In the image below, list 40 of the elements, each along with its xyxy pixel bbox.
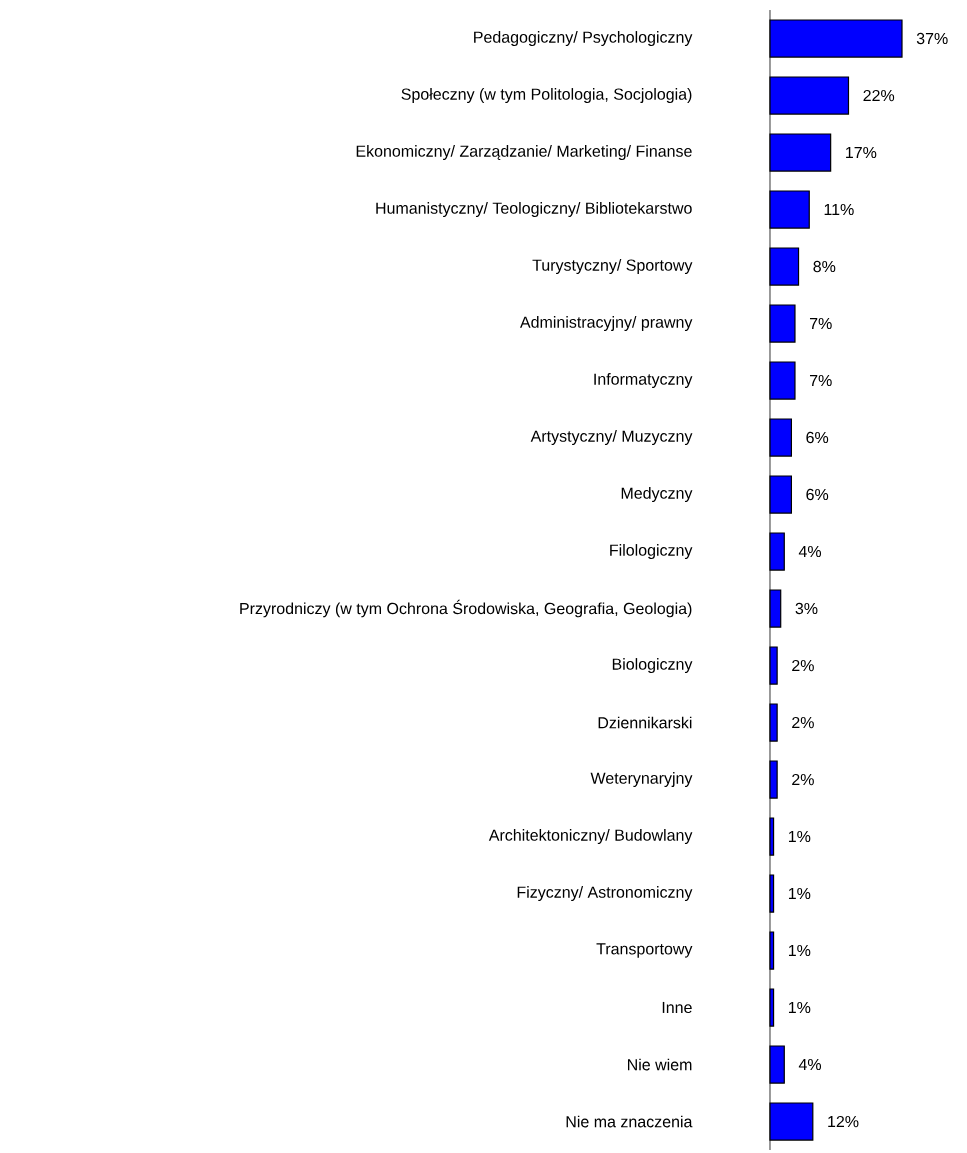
data-label: 1% [788, 1001, 811, 1014]
data-label: 1% [788, 944, 811, 957]
y-tick-label: Medyczny [621, 487, 693, 502]
data-label: 1% [788, 887, 811, 900]
y-tick-label: Filologiczny [610, 544, 693, 559]
y-tick-label: Biologiczny [612, 658, 693, 673]
y-tick-label: Inne [662, 1001, 692, 1014]
data-label: 12% [828, 1115, 859, 1128]
data-label: 6% [806, 488, 829, 501]
y-tick-label: Administracyjny/ prawny [520, 316, 693, 331]
y-tick-label: Fizyczny/ Astronomiczny [517, 886, 693, 901]
data-label: 4% [798, 1058, 822, 1071]
data-label: 6% [806, 431, 829, 444]
data-label: 2% [792, 716, 814, 729]
y-tick-label: Nie ma znaczenia [566, 1115, 693, 1128]
y-tick-label: Nie wiem [627, 1058, 692, 1071]
data-label: 7% [809, 374, 832, 387]
y-tick-label: Społeczny (w tym Politologia, Socjologia) [401, 88, 692, 103]
y-tick-label: Transportowy [596, 943, 693, 958]
data-label: 2% [792, 659, 814, 672]
data-label: 1% [788, 830, 811, 843]
data-label: 4% [798, 545, 822, 558]
data-label: 37% [916, 32, 948, 45]
y-tick-label: Informatyczny [594, 373, 693, 388]
data-label: 17% [846, 146, 877, 159]
y-tick-label: Przyrodniczy (w tym Ochrona Środowiska, Geografia, Geologia) [240, 599, 692, 618]
data-label: 2% [792, 773, 814, 786]
data-label: 22% [863, 89, 895, 102]
y-tick-label: Artystyczny/ Muzyczny [530, 430, 693, 445]
data-label: 11% [824, 203, 854, 216]
data-label: 7% [809, 317, 832, 330]
y-tick-label: Weterynaryjny [590, 772, 693, 787]
y-tick-label: Ekonomiczny/ Zarządzanie/ Marketing/ Finanse [356, 145, 692, 160]
y-tick-label: Humanistyczny/ Teologiczny/ Bibliotekarstwo [376, 202, 692, 217]
data-label: 3% [795, 602, 818, 615]
y-tick-label: Dziennikarski [598, 716, 692, 729]
y-tick-label: Architektoniczny/ Budowlany [488, 829, 693, 844]
data-label: 8% [813, 260, 836, 273]
y-tick-label: Turystyczny/ Sportowy [532, 259, 693, 274]
y-tick-label: Pedagogiczny/ Psychologiczny [474, 31, 693, 46]
